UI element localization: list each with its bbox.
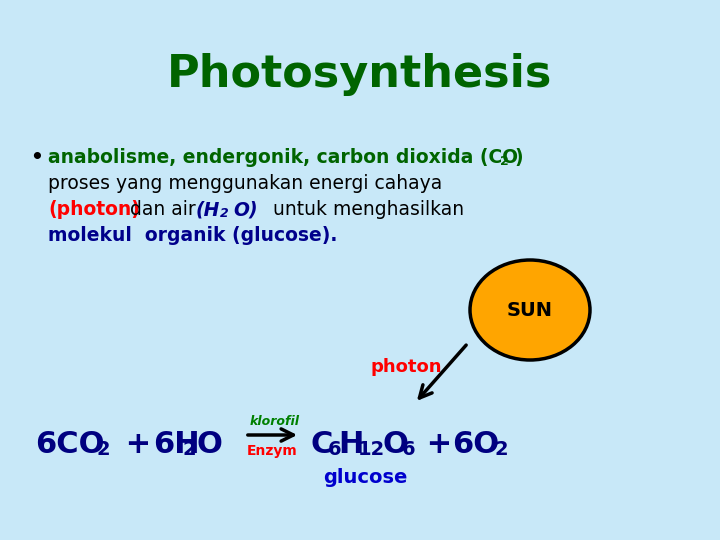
Text: (photon): (photon) — [48, 200, 140, 219]
Text: untuk menghasilkan: untuk menghasilkan — [261, 200, 464, 219]
Text: glucose: glucose — [323, 468, 408, 487]
Text: 12: 12 — [358, 440, 385, 459]
Text: 2: 2 — [183, 440, 197, 459]
Text: anabolisme, endergonik, carbon dioxida (CO: anabolisme, endergonik, carbon dioxida (… — [48, 148, 518, 167]
Text: O): O) — [233, 200, 258, 219]
Text: molekul  organik (glucose).: molekul organik (glucose). — [48, 226, 338, 245]
Text: +: + — [416, 430, 452, 459]
Text: 2: 2 — [97, 440, 111, 459]
Text: proses yang menggunakan energi cahaya: proses yang menggunakan energi cahaya — [48, 174, 442, 193]
Text: photon: photon — [370, 358, 441, 376]
Text: H: H — [338, 430, 364, 459]
Text: +: + — [115, 430, 151, 459]
Text: 6O: 6O — [452, 430, 499, 459]
Text: 6: 6 — [402, 440, 415, 459]
Text: ): ) — [514, 148, 523, 167]
Text: O: O — [382, 430, 408, 459]
Text: SUN: SUN — [507, 300, 553, 320]
Text: 2: 2 — [500, 155, 509, 168]
Text: 2: 2 — [220, 207, 229, 220]
Text: 6CO: 6CO — [35, 430, 104, 459]
Text: Enzym: Enzym — [247, 444, 298, 458]
Text: (H: (H — [196, 200, 220, 219]
Ellipse shape — [470, 260, 590, 360]
Text: 2: 2 — [494, 440, 508, 459]
Text: klorofil: klorofil — [250, 415, 300, 428]
Text: dan air: dan air — [124, 200, 202, 219]
Text: O: O — [197, 430, 223, 459]
Text: 6: 6 — [328, 440, 341, 459]
Text: C: C — [310, 430, 333, 459]
Text: 6H: 6H — [153, 430, 199, 459]
Text: •: • — [30, 148, 43, 167]
Text: Photosynthesis: Photosynthesis — [167, 53, 553, 97]
